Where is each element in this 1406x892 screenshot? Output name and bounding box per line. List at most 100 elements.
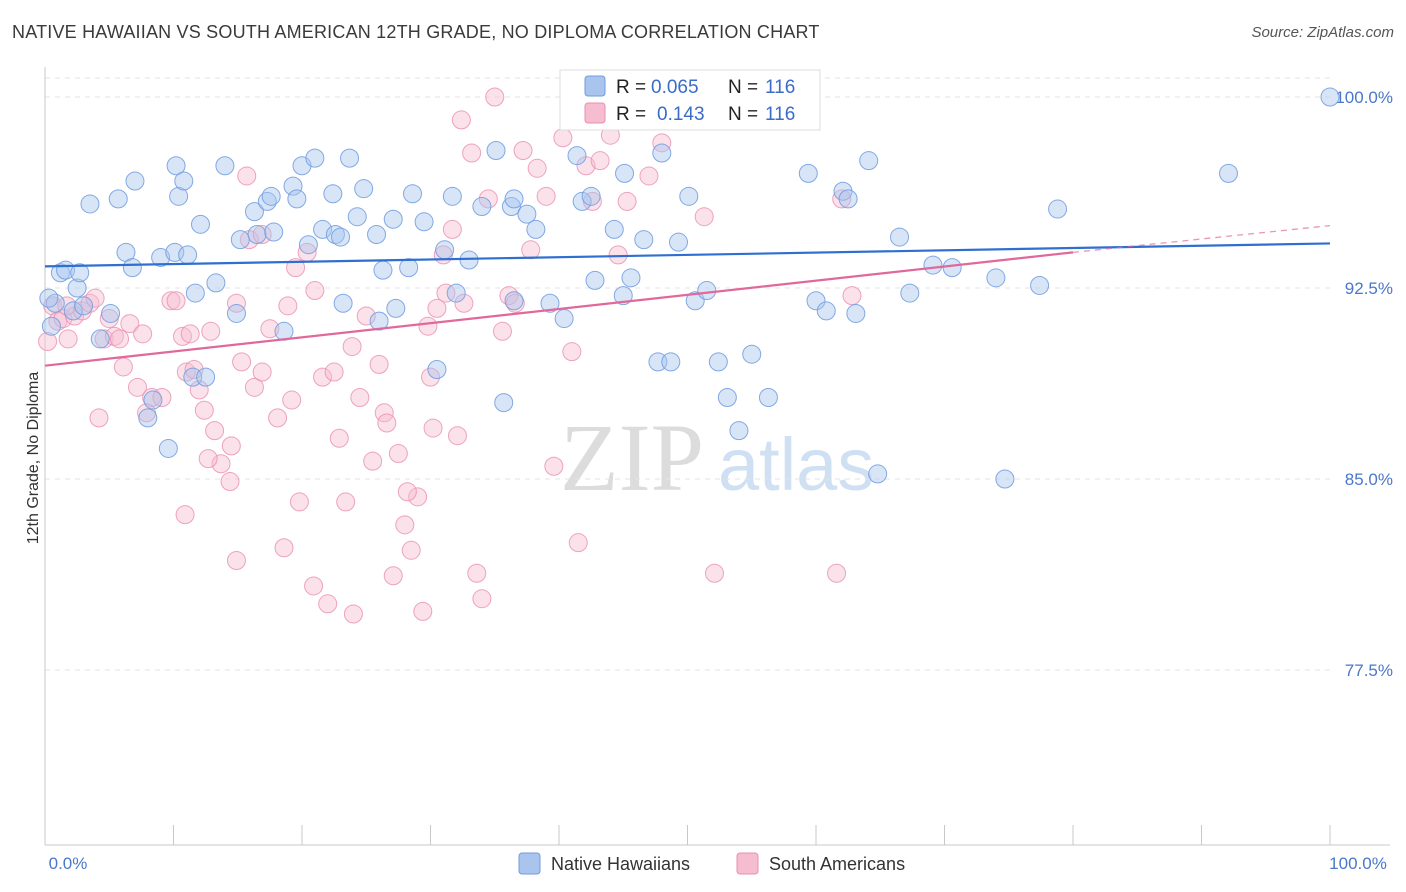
south-americans-point xyxy=(388,444,408,464)
legend-n-value-blue: 116 xyxy=(765,77,795,98)
legend-bottom-swatch-pink xyxy=(736,852,759,875)
south-americans-point xyxy=(462,143,482,163)
south-americans-point xyxy=(423,418,443,438)
native-hawaiians-point xyxy=(661,352,681,372)
south-americans-point xyxy=(467,563,487,583)
south-americans-point xyxy=(408,487,428,507)
native-hawaiians-point xyxy=(325,225,345,245)
y-tick-label: 77.5% xyxy=(1345,661,1393,680)
south-americans-point xyxy=(274,538,294,558)
south-americans-point xyxy=(343,604,363,624)
south-americans-point xyxy=(278,296,298,316)
native-hawaiians-point xyxy=(414,212,434,232)
native-hawaiians-point xyxy=(634,230,654,250)
south-americans-point xyxy=(58,329,78,349)
south-americans-point xyxy=(194,400,214,420)
south-americans-point xyxy=(383,566,403,586)
south-americans-point xyxy=(401,540,421,560)
south-americans-point xyxy=(590,151,610,171)
south-americans-point xyxy=(57,296,77,316)
native-hawaiians-point xyxy=(615,163,635,183)
south-americans-point xyxy=(454,293,474,313)
native-hawaiians-point xyxy=(166,156,186,176)
native-hawaiians-point xyxy=(369,311,389,331)
native-hawaiians-point xyxy=(697,281,717,301)
south-americans-point xyxy=(421,367,440,387)
native-hawaiians-point xyxy=(798,163,818,183)
native-hawaiians-point xyxy=(261,186,281,206)
native-hawaiians-point xyxy=(585,270,605,290)
south-americans-point xyxy=(184,359,204,379)
native-hawaiians-point xyxy=(501,197,521,217)
native-hawaiians-point xyxy=(717,388,737,408)
south-americans-point xyxy=(286,258,306,278)
south-americans-point xyxy=(104,326,124,346)
legend-bottom-swatch-blue xyxy=(518,852,541,875)
native-hawaiians-point xyxy=(446,283,466,303)
x-tick-label: 0.0% xyxy=(49,854,88,873)
south-americans-point xyxy=(53,309,73,329)
south-americans-point xyxy=(527,158,547,178)
grid-lines xyxy=(45,77,1330,671)
legend-swatch-pink xyxy=(584,102,606,124)
native-hawaiians-point xyxy=(1218,163,1238,183)
native-hawaiians-point xyxy=(122,258,142,278)
axes: 77.5% 85.0% 92.5% 100.0% 0.0% 100.0% xyxy=(44,67,1393,873)
native-hawaiians-point xyxy=(613,286,633,306)
native-hawaiians-point xyxy=(354,179,374,199)
native-hawaiians-point xyxy=(890,227,910,247)
native-hawaiians-point xyxy=(942,258,962,278)
native-hawaiians-point xyxy=(435,240,455,260)
native-hawaiians-point xyxy=(215,156,235,176)
native-hawaiians-point xyxy=(504,291,524,311)
south-americans-point xyxy=(221,436,241,456)
south-americans-point xyxy=(568,533,588,553)
south-americans-point xyxy=(324,362,344,382)
correlation-legend: R = 0.065 N = 116 R = 0.143 N = 116 xyxy=(559,69,821,131)
watermark-atlas: atlas xyxy=(718,423,874,506)
native-hawaiians-point xyxy=(540,293,560,313)
south-americans-point xyxy=(451,110,471,130)
native-hawaiians-point xyxy=(185,283,205,303)
south-americans-point xyxy=(704,563,724,583)
native-hawaiians-point xyxy=(399,258,419,278)
native-hawaiians-point xyxy=(383,209,403,229)
series-legend: Native Hawaiians South Americans xyxy=(518,852,905,875)
south-americans-point xyxy=(113,357,133,377)
south-americans-point xyxy=(553,128,573,148)
south-americans-trend-line xyxy=(44,251,1074,367)
native-hawaiians-point xyxy=(386,298,406,318)
south-americans-point xyxy=(176,362,196,382)
native-hawaiians-point xyxy=(846,303,866,323)
south-americans-point xyxy=(166,291,186,311)
trend-lines xyxy=(44,224,1331,367)
native-hawaiians-point xyxy=(305,148,325,168)
native-hawaiians-point xyxy=(1320,87,1340,107)
native-hawaiians-point xyxy=(403,184,423,204)
south-americans-point xyxy=(120,314,140,334)
south-americans-point xyxy=(832,189,852,209)
native-hawaiians-point xyxy=(427,359,447,379)
south-americans-point xyxy=(513,140,533,160)
south-americans-point xyxy=(342,337,362,357)
south-americans-point xyxy=(282,390,302,410)
chart-source: Source: ZipAtlas.com xyxy=(1251,24,1394,41)
south-americans-point xyxy=(436,283,456,303)
native-hawaiians-point xyxy=(442,186,462,206)
south-americans-point xyxy=(472,589,492,609)
native-hawaiians-point xyxy=(816,301,836,321)
legend-r-value-pink: 0.143 xyxy=(657,104,705,125)
south-americans-point xyxy=(350,388,370,408)
south-americans-points xyxy=(38,87,862,624)
native-hawaiians-point xyxy=(504,189,524,209)
native-hawaiians-point xyxy=(244,202,264,222)
native-hawaiians-point xyxy=(621,268,641,288)
native-hawaiians-point xyxy=(868,464,888,484)
south-americans-point xyxy=(521,240,541,260)
legend-swatch-blue xyxy=(584,75,606,97)
native-hawaiians-point xyxy=(900,283,920,303)
native-hawaiians-point xyxy=(729,421,749,441)
native-hawaiians-point xyxy=(652,143,672,163)
y-tick-label: 92.5% xyxy=(1345,279,1393,298)
native-hawaiians-point xyxy=(196,367,216,387)
